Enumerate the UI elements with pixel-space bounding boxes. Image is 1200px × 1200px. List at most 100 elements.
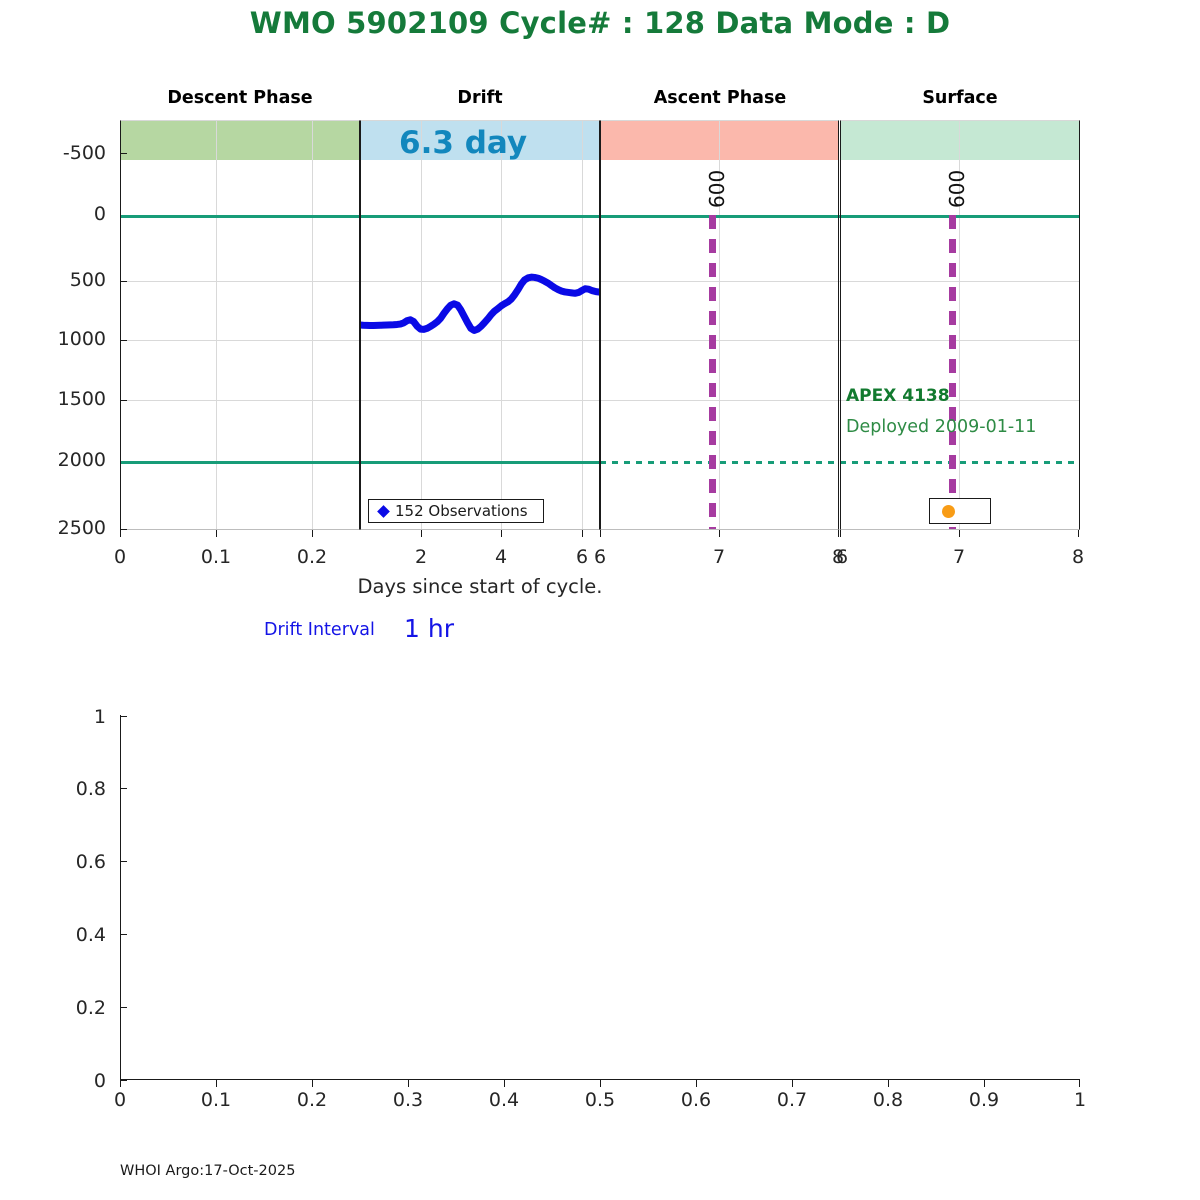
- ax2-xtick-0: 0: [113, 1089, 127, 1111]
- xtick-label-ascent-7: 7: [712, 546, 726, 568]
- xtick-mark-a7: [719, 530, 721, 537]
- xtick-label-descent-0: 0: [113, 546, 127, 568]
- xtick-label-surface-6: 6: [835, 546, 849, 568]
- park-depth-label-surface: 600: [945, 169, 969, 208]
- ax2-xtick-0.3: 0.3: [392, 1089, 424, 1111]
- ax2-xtick-mark-0.8: [888, 1080, 890, 1087]
- xtick-mark-dr2: [421, 530, 423, 537]
- reference-line-0m: [120, 215, 1080, 218]
- gridline-drift-4: [501, 120, 502, 530]
- ytick-label-1500: 1500: [57, 388, 106, 410]
- ytick-label--500: -500: [62, 142, 106, 164]
- phase-label-drift: Drift: [457, 88, 503, 108]
- gridline-ascent-7: [719, 120, 720, 530]
- ax2-xtick-0.2: 0.2: [296, 1089, 328, 1111]
- ax2-xtick-mark-0.9: [984, 1080, 986, 1087]
- ax2-xtick-mark-0.2: [312, 1080, 314, 1087]
- gridline-descent-0.2: [312, 120, 313, 530]
- page-title: WMO 5902109 Cycle# : 128 Data Mode : D: [249, 6, 951, 40]
- ax2-xtick-mark-0.6: [696, 1080, 698, 1087]
- ax2-ytick-mark-0.8: [120, 788, 127, 790]
- ax2-xtick-mark-0.4: [504, 1080, 506, 1087]
- gridline-1000: [120, 340, 1080, 341]
- drift-interval-value: 1 hr: [404, 614, 454, 643]
- gridline-500: [120, 281, 1080, 282]
- band-drift: [360, 120, 600, 160]
- surface-legend[interactable]: [929, 498, 991, 524]
- phase-label-surface: Surface: [922, 88, 998, 108]
- ytick-mark-2500: [120, 529, 127, 531]
- xtick-label-descent-0.2: 0.2: [296, 546, 328, 568]
- float-name-label: APEX 4138: [846, 386, 950, 406]
- ax2-ytick-0: 0: [93, 1070, 106, 1092]
- ax2-xtick-mark-0.1: [216, 1080, 218, 1087]
- ax2-xtick-mark-1: [1079, 1080, 1081, 1087]
- xtick-label-surface-7: 7: [952, 546, 966, 568]
- gridline-drift-2: [421, 120, 422, 530]
- xtick-mark-d0: [120, 530, 122, 537]
- ytick-mark-1000: [120, 340, 127, 342]
- gridline-descent-0.1: [216, 120, 217, 530]
- float-deployed-label: Deployed 2009-01-11: [846, 417, 1037, 437]
- ax2-ytick-mark-0: [120, 1080, 127, 1082]
- xtick-mark-d02: [312, 530, 314, 537]
- drift-depth-trace: [360, 273, 600, 334]
- ax2-ytick-mark-0.4: [120, 934, 127, 936]
- ax2-ytick-0.8: 0.8: [75, 778, 106, 800]
- ax2-xtick-0.8: 0.8: [872, 1089, 904, 1111]
- ytick-label-0: 0: [93, 203, 106, 225]
- gridline-surface-7: [959, 120, 960, 530]
- reference-line-2000m-dotted: [600, 461, 1080, 464]
- gridline-drift-6: [582, 120, 583, 530]
- ax2-xtick-1: 1: [1073, 1089, 1087, 1111]
- ax2-xtick-0.9: 0.9: [968, 1089, 1000, 1111]
- xtick-mark-dr4: [501, 530, 503, 537]
- observation-marker-icon: [377, 504, 390, 518]
- xtick-label-drift-4: 4: [494, 546, 508, 568]
- xtick-label-drift-6: 6: [575, 546, 589, 568]
- band-descent: [120, 120, 360, 160]
- ax2-xtick-0.7: 0.7: [776, 1089, 808, 1111]
- observations-legend[interactable]: 152 Observations: [368, 499, 544, 523]
- xtick-mark-a8: [838, 530, 840, 537]
- xtick-label-drift-2: 2: [414, 546, 428, 568]
- xtick-mark-s6: [840, 530, 842, 537]
- ytick-mark-1500: [120, 400, 127, 402]
- park-depth-line-ascent: [709, 215, 716, 530]
- park-depth-line-surface: [949, 215, 956, 530]
- panel-descent: [120, 120, 360, 530]
- xtick-mark-a6: [600, 530, 602, 537]
- xtick-label-ascent-8: 8: [831, 546, 845, 568]
- xtick-mark-s8: [1078, 530, 1080, 537]
- ax2-ytick-mark-0.2: [120, 1007, 127, 1009]
- ax2-ytick-0.4: 0.4: [75, 924, 106, 946]
- ax2-xtick-0.5: 0.5: [584, 1089, 616, 1111]
- phase-label-ascent: Ascent Phase: [653, 88, 787, 108]
- phase-label-descent: Descent Phase: [167, 88, 313, 108]
- xtick-mark-s7: [959, 530, 961, 537]
- ytick-label-2500: 2500: [57, 517, 106, 539]
- xtick-mark-d01: [216, 530, 218, 537]
- ax2-xtick-0.4: 0.4: [488, 1089, 520, 1111]
- ax2-xtick-mark-0: [120, 1080, 122, 1087]
- ax2-ytick-0.2: 0.2: [75, 997, 106, 1019]
- ax2-xtick-mark-0.5: [600, 1080, 602, 1087]
- ax2-ytick-0.6: 0.6: [75, 851, 106, 873]
- ax2-ytick-mark-1: [120, 716, 127, 718]
- ax2-xtick-mark-0.7: [792, 1080, 794, 1087]
- park-depth-label-ascent: 600: [705, 169, 729, 208]
- ax2-ytick-mark-0.6: [120, 861, 127, 863]
- ytick-mark--500: [120, 153, 127, 155]
- xtick-label-ascent-6: 6: [593, 546, 607, 568]
- xaxis-title: Days since start of cycle.: [357, 575, 603, 598]
- xtick-label-descent-0.1: 0.1: [200, 546, 232, 568]
- xtick-mark-dr6: [582, 530, 584, 537]
- drift-duration-badge: 6.3 day: [399, 125, 528, 161]
- ax2-xtick-mark-0.3: [408, 1080, 410, 1087]
- ytick-label-500: 500: [69, 269, 106, 291]
- ax2-xtick-0.1: 0.1: [200, 1089, 232, 1111]
- ytick-label-1000: 1000: [57, 328, 106, 350]
- drift-interval-label: Drift Interval: [264, 620, 375, 640]
- xtick-label-surface-8: 8: [1071, 546, 1085, 568]
- observations-legend-label: 152 Observations: [395, 502, 528, 520]
